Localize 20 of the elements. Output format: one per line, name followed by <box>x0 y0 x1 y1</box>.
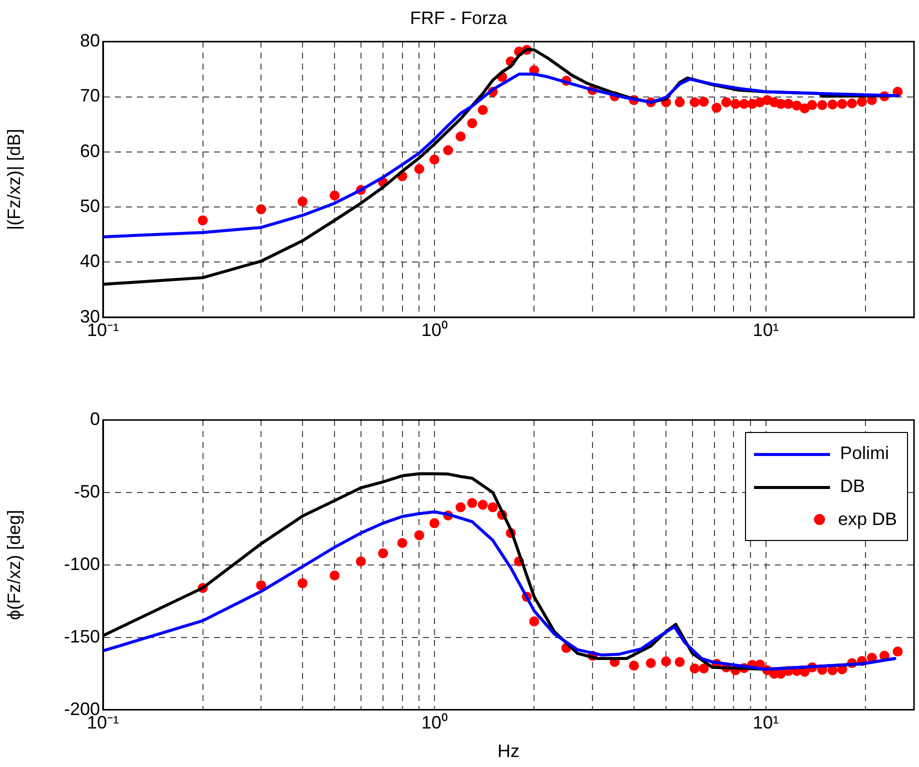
x-tick-label: 10¹ <box>752 320 779 340</box>
legend-label: Polimi <box>840 443 889 464</box>
legend-label: exp DB <box>838 509 897 530</box>
x-tick-label: 10¹ <box>752 712 779 733</box>
y-tick-label: -150 <box>64 626 100 646</box>
legend-label: DB <box>840 476 865 497</box>
x-axis-title: Hz <box>498 741 520 762</box>
y-tick-label: 0 <box>90 408 100 429</box>
y-tick-label: 50 <box>80 196 100 216</box>
y-axis-title: ϕ(Fz/xz) [deg] <box>4 510 24 620</box>
x-tick-label: 10⁰ <box>421 320 448 340</box>
y-tick-label: -100 <box>64 554 100 574</box>
y-tick-label: 40 <box>80 251 100 272</box>
x-tick-label: 10⁰ <box>421 712 448 733</box>
y-tick-label: 70 <box>80 86 100 106</box>
y-axis-title: |(Fz/xz)| [dB] <box>4 128 24 230</box>
y-tick-label: 80 <box>80 30 100 51</box>
y-tick-label: 60 <box>80 140 100 161</box>
y-tick-label: -50 <box>74 481 100 502</box>
chart-title: FRF - Forza <box>410 8 508 28</box>
